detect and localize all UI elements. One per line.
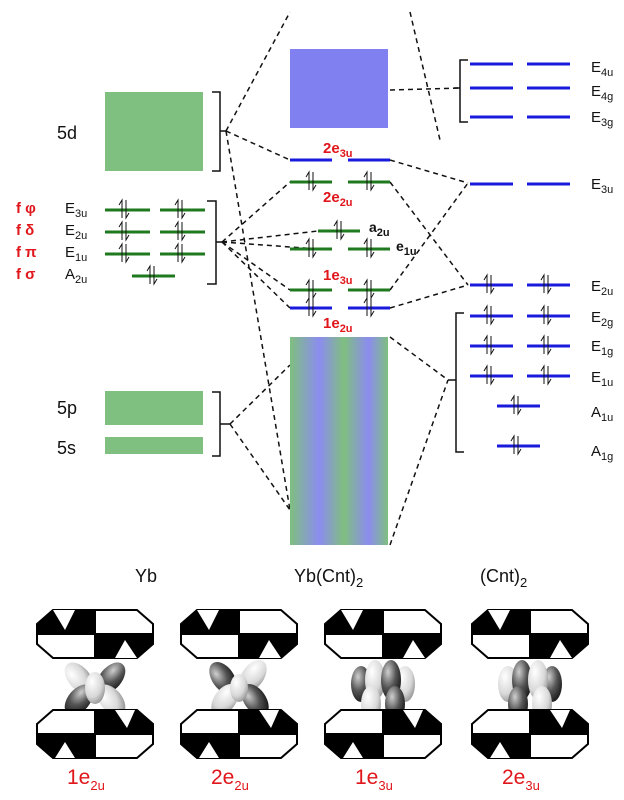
yb-5p-block <box>105 391 203 425</box>
complex-2e3u-label: 2e3u <box>323 140 353 160</box>
cnt-electron-arrows <box>483 273 552 456</box>
complex-header: Yb(Cnt)2 <box>294 566 363 590</box>
complex-e1u-label: e1u <box>396 238 417 258</box>
cnt-e1g-label: E1g <box>591 338 613 358</box>
cnt-column: E4u E4g E3g E3u E2u E2g E1g E1u A1u A1g … <box>448 59 613 590</box>
cnt-a1u-label: A1u <box>591 404 613 424</box>
cnt-e2g-label: E2g <box>591 309 613 329</box>
f-delta-label: f δ <box>16 222 34 239</box>
complex-1e3u-label: 1e3u <box>323 267 353 287</box>
complex-levels <box>290 158 390 310</box>
cnt-e4g-label: E4g <box>591 83 613 103</box>
orbital-1e3u: 1e3u <box>324 609 442 793</box>
yb-a2u-label: A2u <box>65 266 87 286</box>
cnt-e2u-label: E2u <box>591 278 613 298</box>
complex-band <box>290 337 388 545</box>
cnt-a1g-label: A1g <box>591 443 613 463</box>
orbital-pictures: 1e2u 2e2u 1e3 <box>36 609 589 793</box>
orbital-2e2u-label: 2e2u <box>211 766 249 793</box>
yb-f-electron-arrows <box>118 198 186 286</box>
f-sigma-label: f σ <box>16 266 35 283</box>
cnt-e3g-label: E3g <box>591 109 613 129</box>
yb-column: 5d <box>16 91 230 586</box>
complex-column: 2e3u 2e2u a2u e1u 1e3u 1e2u Yb(Cnt)2 <box>290 49 417 590</box>
complex-electron-arrows <box>305 170 375 318</box>
cnt-levels <box>470 62 570 448</box>
orbital-1e2u: 1e2u <box>36 609 154 793</box>
yb-5s-label: 5s <box>57 438 76 458</box>
cnt-e1u-label: E1u <box>591 369 613 389</box>
yb-e1u-label: E1u <box>65 244 87 264</box>
orbital-1e2u-label: 1e2u <box>67 766 105 793</box>
yb-e3u-label: E3u <box>65 200 87 220</box>
cnt-e4u-label: E4u <box>591 59 613 79</box>
orbital-2e2u: 2e2u <box>180 609 298 793</box>
yb-5d-bracket <box>212 91 226 172</box>
yb-f-bracket <box>207 200 222 285</box>
complex-a2u-label: a2u <box>369 219 390 239</box>
correlation-lines <box>221 11 469 546</box>
cnt-lower-bracket <box>448 312 464 453</box>
orbital-2e3u: 2e3u <box>471 609 589 793</box>
yb-e2u-label: E2u <box>65 222 87 242</box>
yb-5s-block <box>105 437 203 454</box>
yb-5ps-bracket <box>212 391 230 457</box>
yb-5d-label: 5d <box>57 123 77 143</box>
cnt-e3u-label: E3u <box>591 176 613 196</box>
f-phi-label: f φ <box>16 200 36 217</box>
yb-f-levels <box>105 198 205 286</box>
complex-1e2u-label: 1e2u <box>323 315 353 335</box>
cnt-header: (Cnt)2 <box>480 566 527 590</box>
yb-header: Yb <box>135 566 157 586</box>
complex-2e2u-label: 2e2u <box>323 189 353 209</box>
yb-5p-label: 5p <box>57 398 77 418</box>
f-pi-label: f π <box>16 244 37 261</box>
orbital-2e3u-label: 2e3u <box>502 766 540 793</box>
complex-upper-block <box>290 49 388 128</box>
orbital-1e3u-label: 1e3u <box>355 766 393 793</box>
yb-5d-block <box>105 92 203 171</box>
cnt-upper-bracket <box>454 59 468 123</box>
